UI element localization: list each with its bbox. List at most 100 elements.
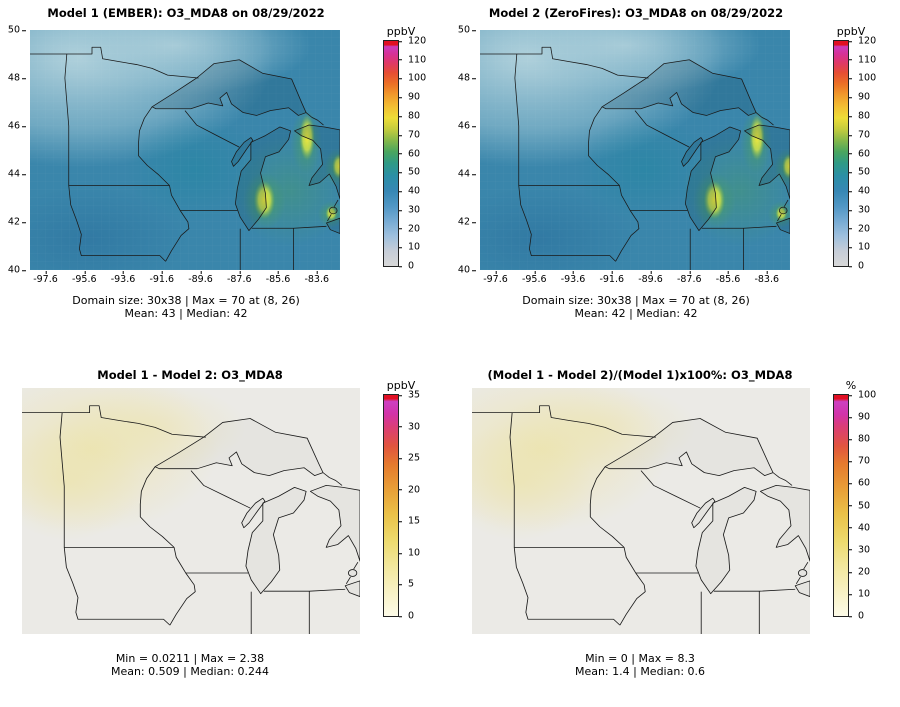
colorbar-ticks: 0 10 20 30 40 50 60 70 80 90 100 110 120 xyxy=(398,36,443,270)
x-axis-tick-label: -95.6 xyxy=(521,271,547,285)
x-axis-tick-label: -87.6 xyxy=(676,271,702,285)
colorbar-tick-label: 70 xyxy=(848,130,870,140)
colorbar-tick-label: 40 xyxy=(848,523,870,533)
colorbar-gradient xyxy=(833,394,849,617)
x-axis-tick-label: -97.6 xyxy=(483,271,508,285)
colorbar-tick-label: 40 xyxy=(398,186,420,196)
colorbar-tick-label: 5 xyxy=(398,580,414,590)
colorbar-tick-label: 90 xyxy=(398,92,420,103)
y-axis-tick-label: 40 xyxy=(457,264,477,276)
panel-stats: Min = 0.0211 | Max = 2.38 Mean: 0.509 | … xyxy=(0,652,380,678)
colorbar-tick-label: 50 xyxy=(398,167,420,178)
map-plot-area xyxy=(480,30,790,270)
colorbar-tick-label: 60 xyxy=(848,149,870,159)
colorbar-tick-label: 90 xyxy=(848,412,870,422)
colorbar-tick-label: 30 xyxy=(848,205,870,215)
colorbar-label: ppbV xyxy=(836,25,866,38)
map-canvas xyxy=(472,388,810,634)
colorbar-label: ppbV xyxy=(386,25,416,38)
x-axis-tick-label: -97.6 xyxy=(33,271,58,285)
colorbar-ticks: 0 10 20 30 40 50 60 70 80 90 100 xyxy=(848,390,893,620)
colorbar-label: ppbV xyxy=(386,379,416,392)
colorbar-tick-label: 0 xyxy=(398,611,414,621)
x-axis-tick-label: -85.6 xyxy=(715,271,741,285)
panel-title: Model 2 (ZeroFires): O3_MDA8 on 08/29/20… xyxy=(488,6,784,20)
panel-difference: Model 1 - Model 2: O3_MDA8 ppbV 0 5 10 15 20… xyxy=(0,354,450,707)
x-axis-tick-label: -93.6 xyxy=(110,271,136,285)
stats-line-1: Domain size: 30x38 | Max = 70 at (8, 26) xyxy=(72,294,300,307)
colorbar-tick-label: 0 xyxy=(398,261,414,271)
colorbar-tick-label: 40 xyxy=(848,186,870,196)
colorbar-gradient xyxy=(833,40,849,267)
colorbar-tick-label: 35 xyxy=(398,390,420,400)
panel-stats: Min = 0 | Max = 8.3 Mean: 1.4 | Median: … xyxy=(450,652,830,678)
x-axis-tick-label: -89.6 xyxy=(638,271,663,285)
panel-stats: Domain size: 30x38 | Max = 70 at (8, 26)… xyxy=(450,294,822,320)
colorbar-ticks: 0 5 10 15 20 25 30 35 xyxy=(398,390,443,620)
stats-line-2: Mean: 0.509 | Median: 0.244 xyxy=(110,665,270,678)
map-canvas xyxy=(480,30,790,270)
stats-line-2: Mean: 1.4 | Median: 0.6 xyxy=(574,665,706,678)
y-axis-tick-label: 50 xyxy=(7,24,27,36)
colorbar-tick-label: 120 xyxy=(398,36,426,46)
colorbar-tick-label: 30 xyxy=(398,422,420,432)
y-axis-tick-label: 48 xyxy=(457,72,477,84)
colorbar-tick-label: 110 xyxy=(398,55,426,65)
colorbar-tick-label: 0 xyxy=(848,611,864,621)
y-axis: 40 42 44 46 48 50 xyxy=(0,25,28,274)
x-axis-tick-label: -85.6 xyxy=(265,271,291,285)
stats-line-2: Mean: 42 | Median: 42 xyxy=(574,307,698,320)
colorbar-tick-label: 50 xyxy=(848,501,870,511)
stats-line-1: Min = 0.0211 | Max = 2.38 xyxy=(115,652,265,665)
colorbar-tick-label: 110 xyxy=(848,55,876,65)
y-axis-tick-label: 46 xyxy=(457,120,477,132)
colorbar-tick-label: 80 xyxy=(848,111,870,121)
y-axis-tick-label: 42 xyxy=(457,216,477,228)
panel-title: Model 1 - Model 2: O3_MDA8 xyxy=(97,368,283,382)
x-axis-tick-label: -91.6 xyxy=(149,271,175,285)
colorbar-gradient xyxy=(383,394,399,617)
colorbar-tick-label: 120 xyxy=(848,36,876,46)
panel-model1: Model 1 (EMBER): O3_MDA8 on 08/29/2022 4… xyxy=(0,0,450,352)
colorbar-tick-label: 100 xyxy=(848,74,876,84)
colorbar-tick-label: 25 xyxy=(398,453,420,463)
colorbar-label: % xyxy=(845,379,857,392)
colorbar-tick-label: 70 xyxy=(848,457,870,467)
colorbar-tick-label: 50 xyxy=(848,167,870,178)
panel-percent-difference: (Model 1 - Model 2)/(Model 1)x100%: O3_M… xyxy=(450,354,900,707)
colorbar-ticks: 0 10 20 30 40 50 60 70 80 90 100 110 120 xyxy=(848,36,893,270)
colorbar-tick-label: 100 xyxy=(398,74,426,84)
colorbar-tick-label: 20 xyxy=(398,485,420,495)
stats-line-2: Mean: 43 | Median: 42 xyxy=(124,307,248,320)
x-axis-tick-label: -91.6 xyxy=(599,271,625,285)
map-plot-area xyxy=(22,388,360,634)
map-plot-area xyxy=(472,388,810,634)
colorbar-gradient xyxy=(383,40,399,267)
y-axis-tick-label: 48 xyxy=(7,72,27,84)
colorbar-tick-label: 30 xyxy=(398,205,420,215)
stats-line-1: Min = 0 | Max = 8.3 xyxy=(585,652,695,665)
colorbar-tick-label: 15 xyxy=(398,517,420,527)
map-plot-area xyxy=(30,30,340,270)
colorbar-tick-label: 70 xyxy=(398,130,420,140)
x-axis-tick-label: -83.6 xyxy=(754,271,780,285)
colorbar-tick-label: 20 xyxy=(848,567,870,577)
colorbar-tick-label: 10 xyxy=(398,242,420,253)
y-axis-tick-label: 50 xyxy=(457,24,477,36)
colorbar-tick-label: 0 xyxy=(848,261,864,271)
colorbar-tick-label: 60 xyxy=(848,479,870,489)
y-axis-tick-label: 44 xyxy=(7,168,27,180)
x-axis-tick-label: -87.6 xyxy=(226,271,252,285)
y-axis: 40 42 44 46 48 50 xyxy=(450,25,478,274)
x-axis: -97.6 -95.6 -93.6 -91.6 -89.6 -87.6 -85.6 -83.6 xyxy=(30,271,340,287)
x-axis-tick-label: -93.6 xyxy=(560,271,586,285)
colorbar-tick-label: 30 xyxy=(848,545,870,555)
x-axis-tick-label: -89.6 xyxy=(188,271,213,285)
colorbar-tick-label: 100 xyxy=(848,390,876,400)
y-axis-tick-label: 46 xyxy=(7,120,27,132)
y-axis-tick-label: 40 xyxy=(7,264,27,276)
panel-title: Model 1 (EMBER): O3_MDA8 on 08/29/2022 xyxy=(47,6,325,20)
x-axis-tick-label: -95.6 xyxy=(71,271,97,285)
colorbar-tick-label: 80 xyxy=(398,111,420,121)
